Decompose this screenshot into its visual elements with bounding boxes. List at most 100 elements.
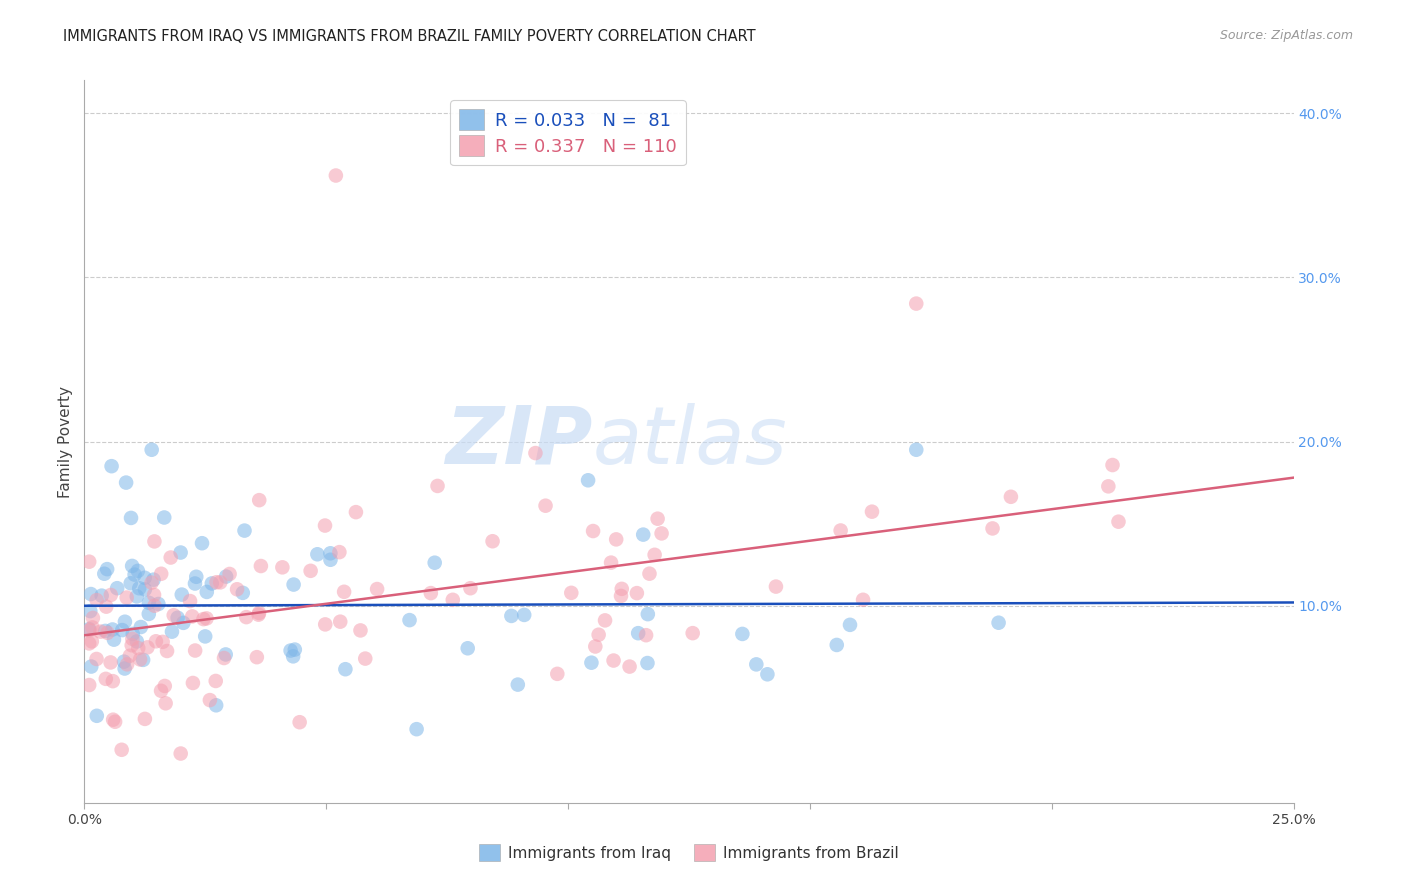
Point xyxy=(103,632,125,647)
Point xyxy=(731,627,754,641)
Point xyxy=(96,599,118,614)
Point xyxy=(366,582,388,596)
Point xyxy=(583,640,606,654)
Point xyxy=(101,623,124,637)
Point xyxy=(127,564,149,578)
Point xyxy=(299,564,322,578)
Point xyxy=(111,743,134,757)
Point xyxy=(94,624,117,638)
Point xyxy=(201,576,224,591)
Point xyxy=(80,587,103,601)
Point xyxy=(156,644,179,658)
Point xyxy=(419,586,441,600)
Point xyxy=(426,479,449,493)
Point xyxy=(481,534,503,549)
Point xyxy=(600,556,623,570)
Point xyxy=(1097,479,1119,493)
Point xyxy=(77,555,100,569)
Point xyxy=(148,597,170,611)
Point xyxy=(333,584,356,599)
Point xyxy=(121,632,143,646)
Point xyxy=(93,566,115,581)
Point xyxy=(124,567,146,582)
Point xyxy=(546,666,568,681)
Point xyxy=(582,524,605,538)
Point xyxy=(283,577,305,591)
Point xyxy=(170,747,193,761)
Point xyxy=(644,548,666,562)
Point xyxy=(288,715,311,730)
Point xyxy=(627,626,650,640)
Point xyxy=(987,615,1010,630)
Point xyxy=(118,648,141,663)
Point xyxy=(319,553,342,567)
Point xyxy=(232,586,254,600)
Point xyxy=(121,558,143,573)
Point xyxy=(307,547,329,561)
Point xyxy=(905,442,928,457)
Point xyxy=(354,651,377,665)
Point xyxy=(398,613,420,627)
Point xyxy=(460,581,482,595)
Point xyxy=(184,643,207,657)
Point xyxy=(610,589,633,603)
Point xyxy=(90,589,112,603)
Point xyxy=(631,527,654,541)
Point xyxy=(80,659,103,673)
Point xyxy=(134,582,156,597)
Point xyxy=(215,569,238,583)
Point xyxy=(218,566,240,581)
Point xyxy=(115,657,138,672)
Point xyxy=(125,590,148,604)
Point xyxy=(184,576,207,591)
Point xyxy=(138,596,160,610)
Legend: Immigrants from Iraq, Immigrants from Brazil: Immigrants from Iraq, Immigrants from Br… xyxy=(472,838,905,867)
Point xyxy=(283,649,305,664)
Point xyxy=(134,571,156,585)
Point xyxy=(104,714,127,729)
Point xyxy=(246,650,269,665)
Point xyxy=(150,683,173,698)
Point xyxy=(314,518,336,533)
Point xyxy=(77,678,100,692)
Point xyxy=(534,499,557,513)
Point xyxy=(756,667,779,681)
Point xyxy=(143,534,166,549)
Point xyxy=(247,606,270,620)
Text: IMMIGRANTS FROM IRAQ VS IMMIGRANTS FROM BRAZIL FAMILY POVERTY CORRELATION CHART: IMMIGRANTS FROM IRAQ VS IMMIGRANTS FROM … xyxy=(63,29,756,45)
Point xyxy=(765,580,787,594)
Point xyxy=(100,459,122,474)
Point xyxy=(588,628,610,642)
Point xyxy=(141,575,163,590)
Point xyxy=(77,636,100,650)
Point xyxy=(166,611,188,625)
Point xyxy=(121,638,143,652)
Point xyxy=(830,524,852,538)
Point xyxy=(524,446,547,460)
Point xyxy=(134,712,156,726)
Point xyxy=(506,677,529,691)
Point xyxy=(825,638,848,652)
Point xyxy=(153,510,176,524)
Point xyxy=(457,641,479,656)
Point xyxy=(198,693,221,707)
Point xyxy=(905,296,928,310)
Point xyxy=(205,575,228,590)
Point xyxy=(186,570,208,584)
Point xyxy=(114,661,136,675)
Point xyxy=(513,607,536,622)
Point xyxy=(626,586,648,600)
Point xyxy=(602,654,624,668)
Point xyxy=(100,588,122,602)
Text: Source: ZipAtlas.com: Source: ZipAtlas.com xyxy=(1219,29,1353,43)
Point xyxy=(96,562,118,576)
Point xyxy=(233,524,256,538)
Point xyxy=(96,625,118,640)
Point xyxy=(142,573,165,587)
Point xyxy=(325,169,347,183)
Point xyxy=(319,546,342,560)
Point xyxy=(682,626,704,640)
Point xyxy=(405,722,427,736)
Y-axis label: Family Poverty: Family Poverty xyxy=(58,385,73,498)
Point xyxy=(593,613,616,627)
